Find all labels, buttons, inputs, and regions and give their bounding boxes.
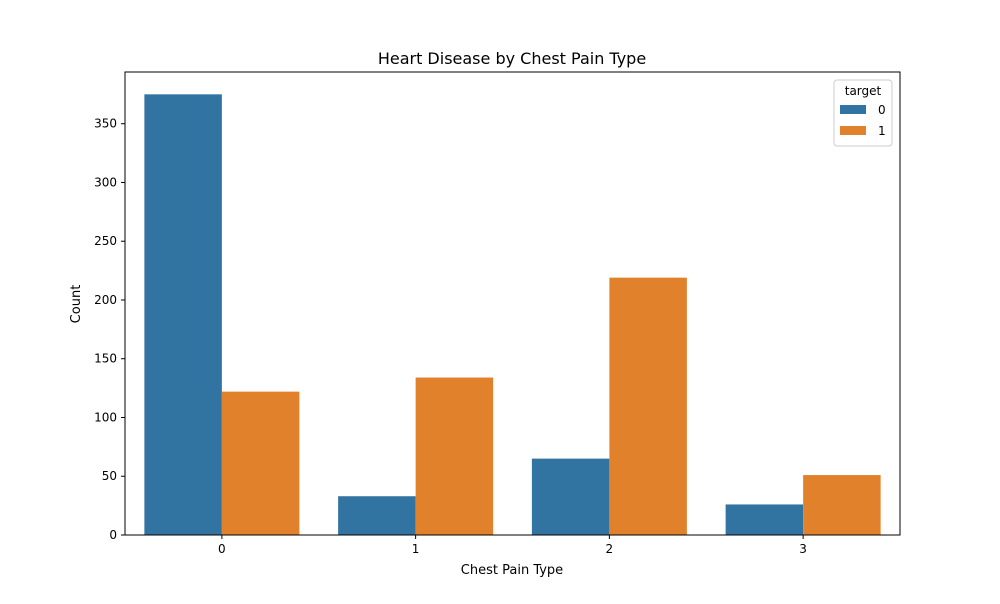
y-tick-label: 100 [94, 410, 117, 424]
x-tick-label: 0 [218, 542, 226, 556]
legend: target 0 1 [833, 79, 893, 147]
bar-cat-0-target-1 [221, 391, 300, 535]
legend-label-0: 0 [878, 103, 886, 117]
bar-cat-3-target-0 [725, 504, 804, 535]
x-tick-label: 1 [412, 542, 420, 556]
x-tick-label: 2 [606, 542, 614, 556]
y-tick-label: 200 [94, 293, 117, 307]
x-axis-label: Chest Pain Type [461, 563, 563, 578]
legend-title: target [845, 84, 882, 98]
y-axis-label: Count [69, 285, 84, 324]
bars-group [144, 94, 881, 536]
y-tick-label: 250 [94, 234, 117, 248]
chart-title: Heart Disease by Chest Pain Type [378, 49, 646, 68]
bar-cat-1-target-0 [338, 496, 416, 535]
x-axis: 0 1 2 3 [218, 535, 807, 556]
y-tick-label: 150 [94, 352, 117, 366]
y-tick-label: 350 [94, 117, 117, 131]
bar-cat-3-target-1 [803, 475, 881, 535]
bar-cat-1-target-1 [415, 377, 494, 535]
y-axis: 0 50 100 150 200 250 300 350 [94, 117, 125, 542]
bar-cat-0-target-0 [144, 94, 222, 536]
y-tick-label: 300 [94, 175, 117, 189]
x-tick-label: 3 [799, 542, 807, 556]
legend-swatch-0 [840, 105, 866, 114]
legend-label-1: 1 [878, 124, 886, 138]
legend-swatch-1 [840, 126, 866, 135]
y-tick-label: 0 [109, 528, 117, 542]
y-tick-label: 50 [102, 469, 117, 483]
bar-cat-2-target-0 [531, 458, 610, 535]
bar-cat-2-target-1 [609, 277, 687, 535]
plot-frame [124, 71, 901, 536]
